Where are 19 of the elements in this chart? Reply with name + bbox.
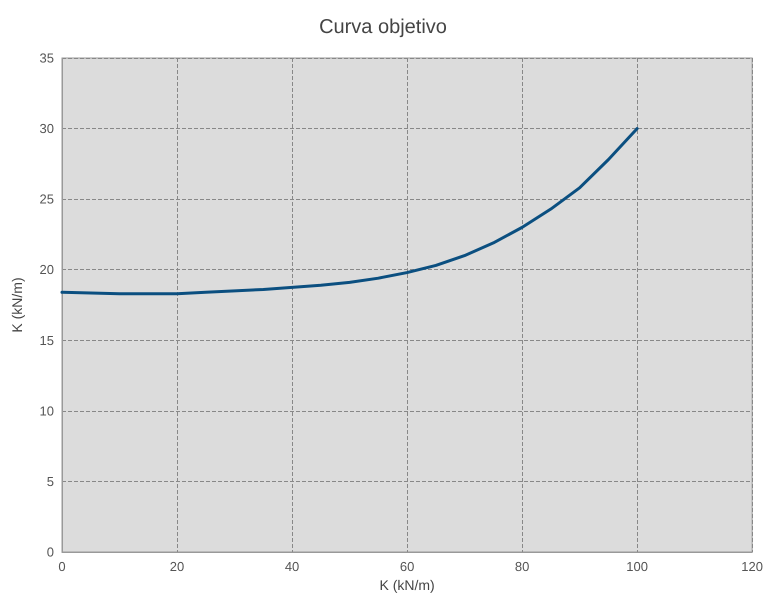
x-tick-label: 0 (58, 559, 66, 574)
x-tick-label: 60 (400, 559, 414, 574)
y-tick-label: 35 (40, 50, 54, 66)
chart-title: Curva objetivo (319, 16, 447, 38)
x-tick-label: 120 (741, 559, 764, 574)
y-tick-label: 10 (40, 403, 54, 418)
y-axis-title: K (kN/m) (9, 277, 25, 333)
line-series (60, 127, 639, 296)
x-tick-label: 40 (284, 559, 300, 574)
y-tick-label: 25 (40, 192, 54, 207)
y-tick-label: 20 (40, 262, 54, 278)
x-tick-label: 20 (170, 559, 184, 574)
y-tick-label: 30 (40, 121, 54, 136)
x-axis-title: K (kN/m) (379, 576, 435, 593)
x-tick-label: 100 (626, 559, 648, 574)
y-tick-label: 5 (46, 474, 54, 489)
y-tick-label: 0 (46, 544, 54, 560)
y-tick-label: 15 (40, 332, 54, 348)
x-tick-label: 80 (514, 559, 530, 574)
